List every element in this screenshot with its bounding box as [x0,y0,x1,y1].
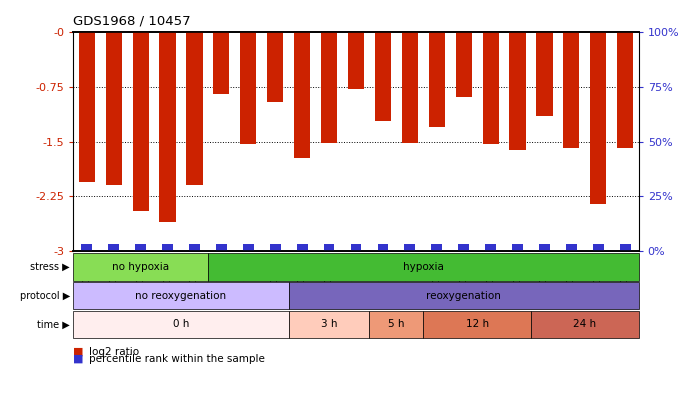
Bar [267,32,283,102]
Bar [482,32,498,144]
Text: ■: ■ [73,347,84,357]
Bar [510,32,526,151]
Bar [324,244,334,251]
Text: percentile rank within the sample: percentile rank within the sample [89,354,265,364]
Bar [214,32,230,94]
Bar [485,244,496,251]
Text: 0 h: 0 h [173,320,189,329]
Bar [133,32,149,211]
Bar [108,244,119,251]
Bar [162,244,173,251]
Bar [186,32,202,185]
Bar [536,32,553,116]
Bar [243,244,253,251]
Bar [620,244,630,251]
Text: GDS1968 / 10457: GDS1968 / 10457 [73,14,191,27]
Text: 5 h: 5 h [388,320,405,329]
Bar [431,244,442,251]
Bar [240,32,256,144]
Text: ■: ■ [73,354,84,364]
Text: protocol ▶: protocol ▶ [20,291,70,301]
Bar [378,244,388,251]
Bar [402,32,418,143]
Bar [79,32,95,182]
Bar [512,244,523,251]
Text: time ▶: time ▶ [37,320,70,329]
Text: no hypoxia: no hypoxia [112,262,169,272]
Bar [73,253,208,281]
Bar [82,244,92,251]
Text: 3 h: 3 h [321,320,337,329]
Bar [456,32,472,96]
Bar [459,244,469,251]
Bar [591,32,607,204]
Bar [348,32,364,89]
Text: stress ▶: stress ▶ [30,262,70,272]
Bar [105,32,121,185]
Bar [289,282,639,309]
Bar [189,244,200,251]
Bar [321,32,337,143]
Bar [216,244,227,251]
Text: 12 h: 12 h [466,320,489,329]
Bar [563,32,579,147]
Bar [350,244,362,251]
Bar [617,32,633,147]
Bar [566,244,577,251]
Bar [297,244,308,251]
Bar [270,244,281,251]
Text: hypoxia: hypoxia [403,262,444,272]
Bar [539,244,550,251]
Text: no reoxygenation: no reoxygenation [135,291,227,301]
Bar [369,311,423,338]
Bar [73,282,289,309]
Bar [294,32,310,158]
Text: reoxygenation: reoxygenation [426,291,501,301]
Bar [289,311,369,338]
Bar [135,244,146,251]
Bar [375,32,391,122]
Bar [404,244,415,251]
Text: 24 h: 24 h [573,320,596,329]
Bar [159,32,176,222]
Text: log2 ratio: log2 ratio [89,347,139,357]
Bar [531,311,639,338]
Bar [73,311,289,338]
Bar [429,32,445,127]
Bar [593,244,604,251]
Bar [423,311,531,338]
Bar [208,253,639,281]
